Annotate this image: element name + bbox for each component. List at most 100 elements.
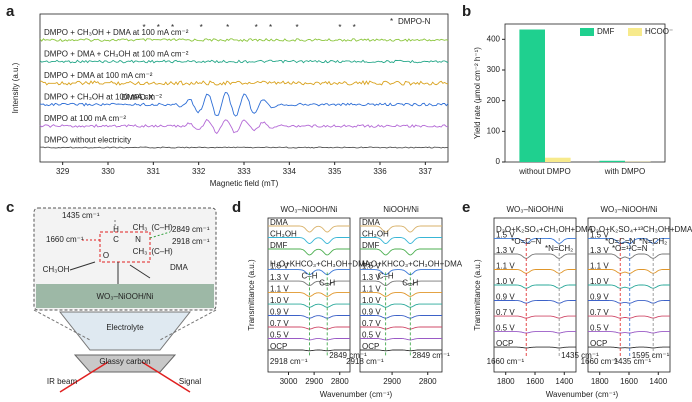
signal-label: Signal [179,377,201,386]
bar [599,160,625,162]
trace-label: 1.1 V [270,285,289,294]
spectrum-trace [588,331,670,334]
panel-title: WO₃–NiOOH/Ni [600,205,657,214]
wavenumber-label: 1435 cm⁻¹ [62,211,100,220]
legend-swatch [628,28,642,36]
electrode-label: Glassy carbon [99,357,150,366]
bar [519,29,545,162]
spectrum-trace [494,269,576,274]
trace-label: DMPO + CH₃OH at 100 mA cm⁻² [44,93,162,102]
y-tick-label: 100 [487,126,501,135]
spectrum-trace [588,300,670,304]
trace-label: 0.9 V [362,308,381,317]
peak-note: C–H [378,272,394,281]
peak-note: C–H [319,279,335,288]
x-tick-label: 329 [56,167,70,176]
spectrum-trace [360,225,442,233]
trace-label: DMPO without electricity [44,136,131,145]
atom-label: O [103,251,109,260]
peak-note: C–H [402,279,418,288]
wavenumber-label: 1660 cm⁻¹ [46,235,84,244]
trace-label: 1.1 V [362,285,381,294]
x-tick-label: 1600 [526,377,544,386]
wavenumber-label: 2918 cm⁻¹ [172,237,210,246]
spectrum-trace [494,237,576,244]
spectrum-trace [268,292,350,297]
trace-label: 0.7 V [270,319,289,328]
trace-label: 0.5 V [362,331,381,340]
y-tick-label: 300 [487,65,501,74]
x-tick-label: 2800 [331,377,349,386]
x-tick-label: 330 [101,167,115,176]
peak-note: *N=CH₂ [545,244,573,253]
spectrum-trace [360,338,442,341]
peak-label: 1660 cm⁻¹ [581,357,619,366]
spectrum-trace [268,315,350,319]
zoom-line [159,309,217,341]
spectrum-trace [588,284,670,289]
trace-label: 1.3 V [362,273,381,282]
trace-label: 0.7 V [590,308,609,317]
peak-note: *O=C=N [605,237,635,246]
trace-label: 1.0 V [270,296,289,305]
trace-label: 1.0 V [590,277,609,286]
spectrum-trace [588,269,670,274]
diagram-c [33,207,217,393]
trace-label: 0.7 V [496,308,515,317]
spectrum-trace [39,91,449,117]
legend-label: DMF [597,27,614,36]
trace-label: OCP [362,342,379,351]
spectrum-trace [588,315,670,319]
spectrum-trace [360,349,442,352]
legend: H₂O+KHCO₃+CH₃OH+DMA [270,260,371,269]
legend-swatch [580,28,594,36]
spectrum-trace [360,315,442,319]
trace-label: 1.3 V [496,246,515,255]
peak-label: 1660 cm⁻¹ [487,357,525,366]
marker-star: * [255,23,258,32]
trace-label: CH₃OH [270,230,297,239]
trace-label: 1.5 V [590,231,609,240]
catalyst-layer [36,284,214,308]
panel-label: d [232,199,241,216]
trace-label: DMPO + DMA + CH₃OH at 100 mA cm⁻² [44,50,189,59]
peak-label: 2918 cm⁻¹ [270,357,308,366]
spectrum-trace [360,248,442,256]
panel-label: b [462,3,471,20]
plot-frame [267,217,351,373]
spectrum-trace [360,326,442,330]
spectrum-trace [360,292,442,297]
atom-label: H [113,225,119,234]
highlight-box [99,231,151,263]
spectrum-trace [588,346,670,349]
pointer [149,231,171,239]
atom-label: CH₃ [133,247,148,256]
x-tick-label: 1800 [591,377,609,386]
x-tick-label: 1400 [649,377,667,386]
legend-label: DMPO-N [398,17,431,26]
trace-label: CH₃OH [362,230,389,239]
panel-label: e [462,199,470,216]
marker-star: * [269,23,272,32]
panel-title: NiOOH/Ni [383,205,419,214]
trace-label: 1.1 V [496,262,515,271]
marker-star: * [295,23,298,32]
catalyst-label: WO₃–NiOOH/Ni [96,292,153,301]
trace-label: DMF [362,241,379,250]
peak-note: *N=CH₂ [639,237,667,246]
spectrum-trace [494,346,576,349]
legend: D₂O+K₂SO₄+CH₃OH+DMA [496,225,594,234]
spectrum-trace [39,59,449,64]
legend-label: HCOO⁻ [645,27,673,36]
spectrum-trace [268,349,350,352]
x-tick-label: 2800 [419,377,437,386]
trace-label: 1.5 V [270,262,289,271]
trace-label: DMF [270,241,287,250]
trace-label: OCP [496,339,513,348]
trace-label: 0.9 V [496,293,515,302]
legend: H₂O+KHCO₃+CH₃OH+DMA [362,260,463,269]
legend: D₂O+K₂SO₄+¹³CH₃OH+DMA [590,225,692,234]
trace-label: 1.0 V [362,296,381,305]
ir-path [59,361,191,393]
